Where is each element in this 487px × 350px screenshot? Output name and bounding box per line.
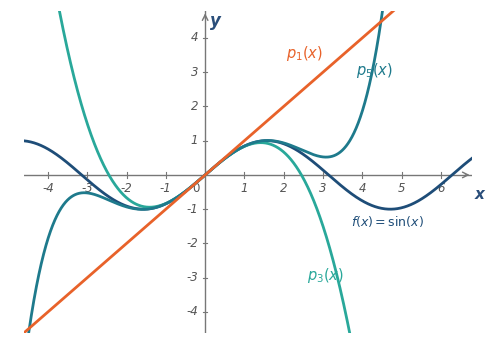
Text: -3: -3 — [187, 271, 198, 284]
Text: -3: -3 — [81, 182, 93, 195]
Text: $p_3(x)$: $p_3(x)$ — [307, 266, 344, 286]
Text: 0: 0 — [192, 182, 199, 195]
Text: 1: 1 — [190, 134, 198, 147]
Text: 2: 2 — [280, 182, 287, 195]
Text: 1: 1 — [241, 182, 248, 195]
Text: -1: -1 — [160, 182, 172, 195]
Text: -1: -1 — [187, 203, 198, 216]
Text: -2: -2 — [187, 237, 198, 250]
Text: 5: 5 — [398, 182, 405, 195]
Text: 6: 6 — [437, 182, 445, 195]
Text: -4: -4 — [42, 182, 54, 195]
Text: $f(x) = \sin(x)$: $f(x) = \sin(x)$ — [351, 214, 423, 229]
Text: 3: 3 — [190, 66, 198, 79]
Text: 3: 3 — [319, 182, 327, 195]
Text: $p_1(x)$: $p_1(x)$ — [286, 44, 323, 63]
Text: 2: 2 — [190, 100, 198, 113]
Text: x: x — [474, 187, 484, 202]
Text: y: y — [210, 12, 221, 30]
Text: $p_5(x)$: $p_5(x)$ — [356, 61, 393, 80]
Text: -2: -2 — [121, 182, 132, 195]
Text: 4: 4 — [358, 182, 366, 195]
Text: -4: -4 — [187, 306, 198, 318]
Text: 4: 4 — [190, 32, 198, 44]
